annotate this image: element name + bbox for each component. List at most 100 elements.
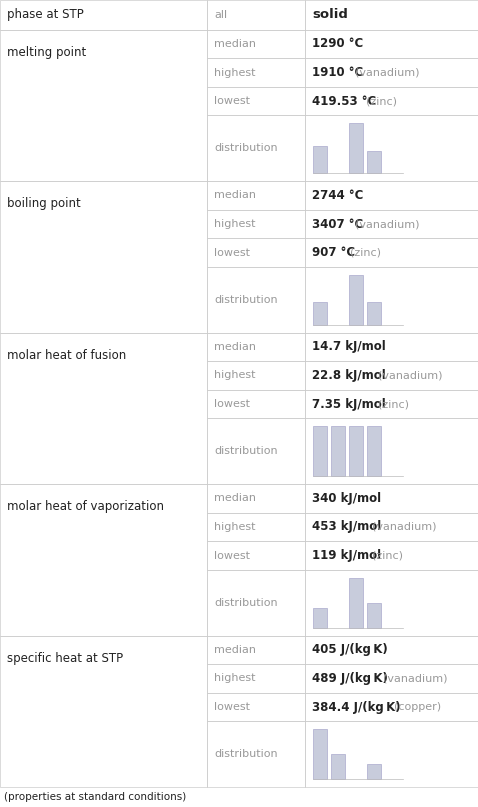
- Text: highest: highest: [214, 522, 256, 532]
- Bar: [207, 181, 305, 210]
- Text: phase at STP: phase at STP: [7, 8, 84, 21]
- Text: 22.8 kJ/mol: 22.8 kJ/mol: [312, 369, 386, 382]
- Text: 419.53 °C: 419.53 °C: [312, 94, 376, 107]
- Text: lowest: lowest: [214, 96, 250, 107]
- Bar: [207, 692, 305, 721]
- Text: highest: highest: [214, 219, 256, 229]
- Bar: [305, 418, 478, 484]
- Bar: [0, 30, 207, 181]
- Text: distribution: distribution: [214, 749, 278, 759]
- Bar: [305, 570, 478, 636]
- Bar: [305, 332, 478, 362]
- Bar: [367, 426, 381, 476]
- Bar: [305, 636, 478, 664]
- Bar: [305, 390, 478, 418]
- Bar: [305, 0, 478, 30]
- Bar: [305, 541, 478, 570]
- Bar: [207, 267, 305, 332]
- Bar: [305, 721, 478, 787]
- Text: distribution: distribution: [214, 295, 278, 305]
- Text: 1910 °C: 1910 °C: [312, 66, 363, 79]
- Text: molar heat of fusion: molar heat of fusion: [7, 349, 126, 362]
- Text: median: median: [214, 342, 256, 352]
- Text: boiling point: boiling point: [7, 197, 81, 211]
- Text: (vanadium): (vanadium): [355, 68, 420, 77]
- Text: distribution: distribution: [214, 144, 278, 153]
- Bar: [305, 484, 478, 512]
- Text: molar heat of vaporization: molar heat of vaporization: [7, 500, 164, 513]
- Text: (vanadium): (vanadium): [372, 522, 436, 532]
- Bar: [207, 0, 305, 30]
- Bar: [305, 115, 478, 181]
- Text: lowest: lowest: [214, 550, 250, 561]
- Bar: [349, 123, 363, 174]
- Bar: [0, 0, 207, 30]
- Text: 489 J/(kg K): 489 J/(kg K): [312, 672, 388, 685]
- Bar: [0, 636, 207, 787]
- Bar: [305, 512, 478, 541]
- Bar: [207, 636, 305, 664]
- Text: median: median: [214, 39, 256, 49]
- Bar: [0, 484, 207, 636]
- Bar: [0, 332, 207, 484]
- Text: median: median: [214, 190, 256, 200]
- Text: 2744 °C: 2744 °C: [312, 189, 363, 202]
- Text: lowest: lowest: [214, 248, 250, 257]
- Text: solid: solid: [312, 8, 348, 21]
- Bar: [207, 570, 305, 636]
- Text: (zinc): (zinc): [378, 399, 409, 409]
- Text: (vanadium): (vanadium): [355, 219, 420, 229]
- Text: highest: highest: [214, 673, 256, 684]
- Bar: [349, 426, 363, 476]
- Bar: [305, 181, 478, 210]
- Bar: [0, 181, 207, 332]
- Bar: [207, 362, 305, 390]
- Bar: [305, 210, 478, 238]
- Text: all: all: [214, 10, 227, 20]
- Text: highest: highest: [214, 370, 256, 380]
- Bar: [207, 30, 305, 58]
- Text: (vanadium): (vanadium): [383, 673, 448, 684]
- Text: (copper): (copper): [394, 702, 442, 712]
- Text: 405 J/(kg K): 405 J/(kg K): [312, 643, 388, 656]
- Bar: [305, 238, 478, 267]
- Bar: [313, 146, 327, 174]
- Bar: [207, 115, 305, 181]
- Bar: [207, 390, 305, 418]
- Text: 14.7 kJ/mol: 14.7 kJ/mol: [312, 341, 386, 353]
- Bar: [367, 603, 381, 628]
- Bar: [305, 692, 478, 721]
- Text: (zinc): (zinc): [349, 248, 380, 257]
- Text: (zinc): (zinc): [367, 96, 397, 107]
- Bar: [207, 87, 305, 115]
- Bar: [367, 151, 381, 174]
- Text: 3407 °C: 3407 °C: [312, 218, 363, 231]
- Bar: [305, 267, 478, 332]
- Text: 7.35 kJ/mol: 7.35 kJ/mol: [312, 398, 386, 411]
- Bar: [305, 30, 478, 58]
- Text: lowest: lowest: [214, 702, 250, 712]
- Text: (zinc): (zinc): [372, 550, 403, 561]
- Text: 907 °C: 907 °C: [312, 246, 355, 259]
- Bar: [313, 730, 327, 779]
- Text: 119 kJ/mol: 119 kJ/mol: [312, 549, 381, 562]
- Bar: [349, 275, 363, 324]
- Bar: [349, 578, 363, 628]
- Bar: [207, 541, 305, 570]
- Text: median: median: [214, 645, 256, 654]
- Bar: [207, 58, 305, 87]
- Text: 340 kJ/mol: 340 kJ/mol: [312, 491, 381, 505]
- Bar: [331, 426, 346, 476]
- Bar: [207, 238, 305, 267]
- Bar: [207, 664, 305, 692]
- Bar: [367, 764, 381, 779]
- Text: 384.4 J/(kg K): 384.4 J/(kg K): [312, 700, 401, 713]
- Bar: [305, 87, 478, 115]
- Bar: [207, 721, 305, 787]
- Bar: [313, 426, 327, 476]
- Text: melting point: melting point: [7, 46, 86, 59]
- Bar: [207, 210, 305, 238]
- Bar: [207, 332, 305, 362]
- Bar: [207, 512, 305, 541]
- Text: lowest: lowest: [214, 399, 250, 409]
